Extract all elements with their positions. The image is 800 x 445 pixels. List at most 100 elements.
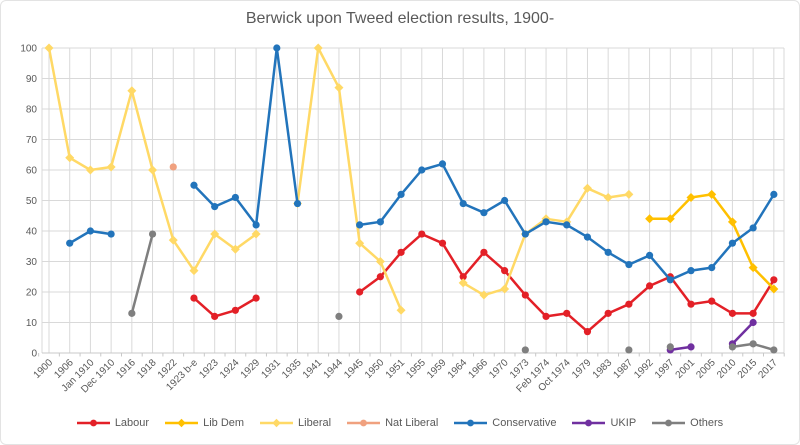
legend-label: Liberal	[298, 417, 332, 429]
data-point	[624, 189, 634, 199]
data-point	[168, 235, 178, 245]
x-tick-label: 1964	[446, 357, 470, 381]
chart-legend: Labour Lib Dem Liberal Nat Liberal Conservat…	[1, 417, 799, 429]
data-point	[438, 239, 447, 247]
legend-item-conservative: Conservative	[454, 417, 556, 429]
data-point	[211, 203, 219, 211]
data-point	[769, 284, 779, 294]
data-point	[749, 318, 757, 327]
y-tick-label: 50	[26, 196, 38, 207]
data-point	[645, 251, 654, 259]
data-point	[127, 86, 137, 96]
legend-marker-others	[652, 419, 686, 427]
y-tick-label: 60	[26, 166, 38, 177]
x-tick-label: 2015	[736, 357, 760, 381]
x-tick-label: 1944	[322, 357, 346, 381]
data-point	[645, 214, 655, 224]
data-point	[128, 309, 136, 317]
data-point	[356, 221, 364, 229]
data-point	[665, 214, 675, 224]
x-tick-label: 1918	[135, 357, 159, 381]
data-point	[687, 300, 695, 308]
legend-label: UKIP	[610, 417, 637, 429]
legend-marker-shape	[665, 419, 673, 427]
series-others	[128, 230, 778, 354]
x-tick-label: 1997	[653, 357, 677, 381]
data-point	[770, 190, 778, 198]
legend-marker-shape	[272, 418, 281, 428]
data-point	[666, 276, 674, 284]
y-tick-label: 20	[26, 288, 38, 299]
data-point	[65, 153, 75, 163]
data-point	[563, 221, 571, 229]
legend-item-ukip: UKIP	[572, 417, 636, 429]
x-tick-label: 1979	[570, 357, 594, 381]
data-point	[293, 199, 302, 208]
legend-marker-shape	[360, 419, 367, 427]
data-point	[542, 312, 550, 320]
series-line	[296, 46, 403, 312]
data-point	[397, 248, 405, 256]
x-tick-label: 1931	[259, 357, 283, 381]
data-point	[231, 193, 239, 202]
series-line	[130, 232, 154, 315]
data-point	[44, 43, 54, 53]
x-tick-label: 2010	[715, 357, 739, 381]
y-tick-label: 90	[26, 74, 38, 85]
legend-marker-shape	[89, 419, 97, 427]
y-tick-label: 80	[26, 105, 38, 116]
data-point	[563, 309, 571, 317]
y-tick-label: 0	[31, 349, 37, 360]
legend-marker-lib-dem	[165, 418, 199, 428]
x-tick-label: 1923	[197, 357, 221, 381]
data-point	[85, 165, 95, 175]
data-point	[501, 267, 509, 275]
x-axis	[38, 352, 785, 357]
data-point	[749, 309, 757, 317]
data-point	[521, 346, 529, 354]
legend-marker-liberal	[260, 418, 294, 428]
data-point	[148, 165, 158, 175]
x-tick-label: 2005	[694, 357, 718, 381]
data-point	[230, 244, 240, 254]
y-tick-label: 40	[26, 227, 38, 238]
legend-marker-conservative	[454, 419, 488, 427]
series-labour	[190, 230, 778, 336]
data-point	[148, 230, 157, 238]
x-tick-label: 1951	[384, 357, 408, 381]
data-point	[438, 160, 447, 168]
series-line	[192, 296, 258, 318]
data-point	[66, 239, 74, 247]
data-point	[583, 233, 592, 241]
data-point	[210, 229, 220, 239]
data-point	[376, 273, 384, 281]
x-tick-label: 1992	[632, 357, 656, 381]
data-point	[687, 267, 695, 275]
data-point	[707, 189, 717, 199]
y-tick-label: 70	[26, 135, 38, 146]
data-point	[727, 217, 737, 227]
data-point	[479, 290, 489, 300]
x-tick-label: 1983	[591, 357, 615, 381]
legend-item-labour: Labour	[76, 417, 149, 429]
data-point	[169, 163, 177, 171]
x-tick-label: 1900	[32, 357, 56, 381]
data-point	[189, 266, 199, 276]
data-point	[190, 181, 198, 189]
data-point	[625, 300, 633, 308]
data-point	[86, 227, 95, 235]
data-point	[770, 276, 778, 284]
x-tick-label: 1955	[404, 357, 428, 381]
data-point	[252, 294, 260, 302]
data-point	[603, 192, 613, 202]
data-point	[645, 282, 654, 290]
series-line	[192, 46, 299, 227]
data-point	[211, 312, 219, 320]
data-point	[335, 312, 343, 320]
legend-marker-ukip	[572, 419, 606, 427]
legend-label: Lib Dem	[203, 417, 245, 429]
x-tick-label: 1929	[239, 357, 263, 381]
y-tick-label: 10	[26, 318, 38, 329]
